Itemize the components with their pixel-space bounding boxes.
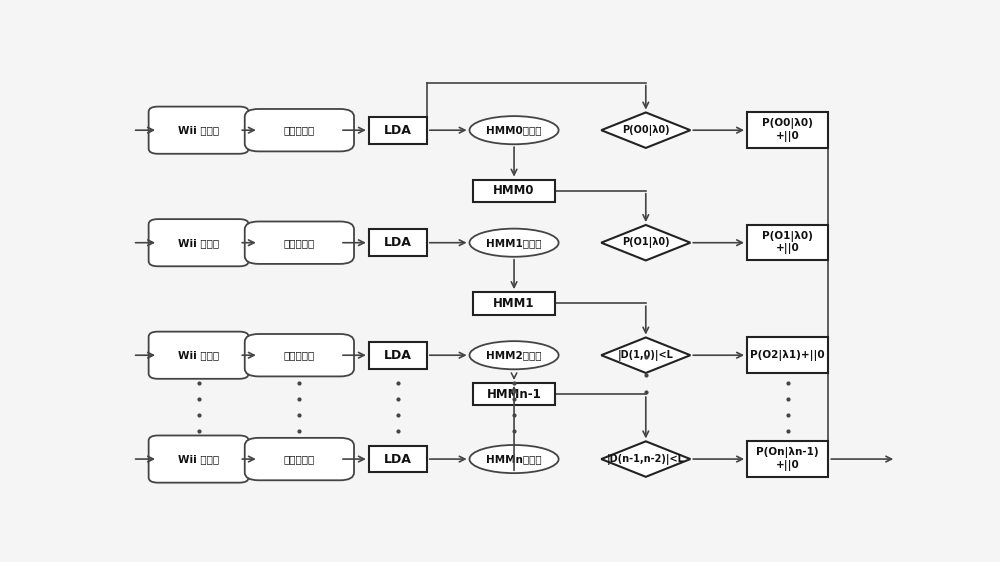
Ellipse shape (469, 445, 559, 473)
Bar (369, 446, 427, 473)
FancyBboxPatch shape (149, 219, 249, 266)
Bar (369, 229, 427, 256)
Text: 数据预处理: 数据预处理 (284, 238, 315, 248)
Text: HMM1: HMM1 (493, 297, 535, 310)
FancyBboxPatch shape (149, 332, 249, 379)
Text: |D(n-1,n-2)|<L: |D(n-1,n-2)|<L (607, 454, 685, 465)
Bar (369, 342, 427, 369)
Text: HMMn-1: HMMn-1 (487, 388, 541, 401)
Text: HMM1的训练: HMM1的训练 (486, 238, 542, 248)
Text: P(O1|λ0)
+||0: P(O1|λ0) +||0 (762, 231, 813, 255)
Text: LDA: LDA (384, 452, 412, 465)
Text: HMM2的训练: HMM2的训练 (486, 350, 542, 360)
FancyBboxPatch shape (245, 334, 354, 377)
Bar (747, 441, 828, 477)
Text: LDA: LDA (384, 348, 412, 362)
Ellipse shape (469, 116, 559, 144)
Text: Wii 平衡板: Wii 平衡板 (178, 125, 219, 135)
Text: Wii 平衡板: Wii 平衡板 (178, 238, 219, 248)
Text: P(On|λn-1)
+||0: P(On|λn-1) +||0 (756, 447, 819, 471)
Bar (473, 179, 555, 202)
Text: P(O0|λ0): P(O0|λ0) (622, 125, 670, 135)
Polygon shape (601, 112, 690, 148)
Bar (747, 225, 828, 260)
Text: P(O0|λ0)
+||0: P(O0|λ0) +||0 (762, 119, 813, 142)
Text: LDA: LDA (384, 124, 412, 137)
Ellipse shape (469, 229, 559, 257)
Text: HMMn的训练: HMMn的训练 (486, 454, 542, 464)
FancyBboxPatch shape (245, 438, 354, 481)
Bar (473, 292, 555, 315)
FancyBboxPatch shape (245, 109, 354, 151)
Bar (473, 383, 555, 405)
Polygon shape (601, 225, 690, 260)
Text: P(O2|λ1)+||0: P(O2|λ1)+||0 (750, 350, 825, 361)
Text: 数据预处理: 数据预处理 (284, 454, 315, 464)
Text: 数据预处理: 数据预处理 (284, 350, 315, 360)
Text: 数据预处理: 数据预处理 (284, 125, 315, 135)
Polygon shape (601, 441, 690, 477)
FancyBboxPatch shape (245, 221, 354, 264)
FancyBboxPatch shape (149, 436, 249, 483)
Bar (747, 337, 828, 373)
Text: HMM0的训练: HMM0的训练 (486, 125, 542, 135)
FancyBboxPatch shape (149, 107, 249, 154)
Polygon shape (601, 337, 690, 373)
Ellipse shape (469, 341, 559, 369)
Text: |D(1,0)|<L: |D(1,0)|<L (618, 350, 674, 361)
Text: Wii 平衡板: Wii 平衡板 (178, 454, 219, 464)
Bar (747, 112, 828, 148)
Text: P(O1|λ0): P(O1|λ0) (622, 237, 670, 248)
Text: HMM0: HMM0 (493, 184, 535, 197)
Text: Wii 平衡板: Wii 平衡板 (178, 350, 219, 360)
Bar (369, 117, 427, 144)
Text: LDA: LDA (384, 236, 412, 249)
